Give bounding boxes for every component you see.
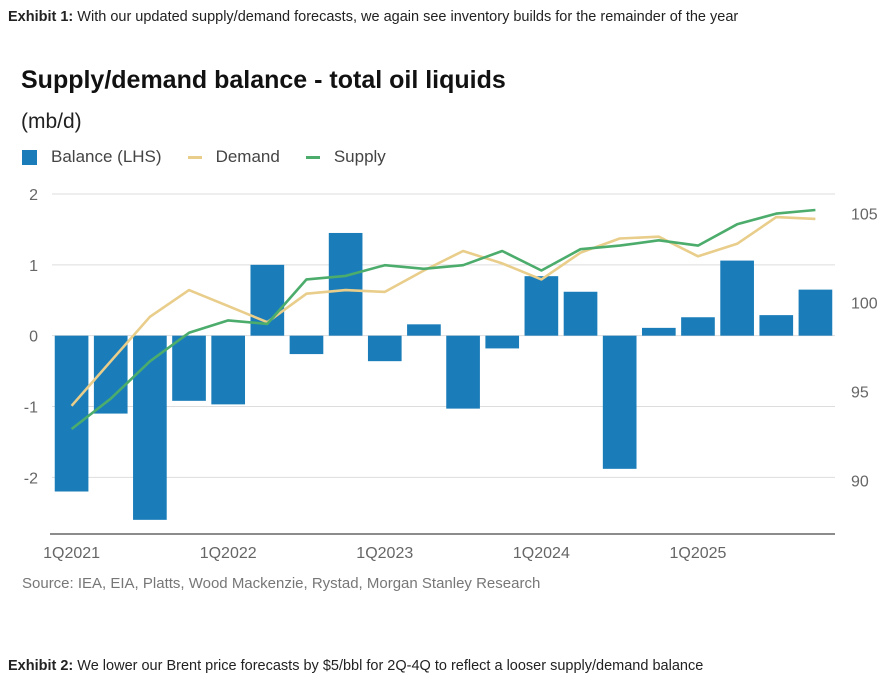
balance-bar xyxy=(446,335,480,409)
balance-bar xyxy=(720,260,754,336)
left-axis-tick-label: 2 xyxy=(29,187,38,204)
balance-bar xyxy=(328,232,363,336)
demand-line xyxy=(70,215,816,407)
exhibit-1-caption: Exhibit 1: With our updated supply/deman… xyxy=(8,9,738,25)
exhibit-2-text: We lower our Brent price forecasts by $5… xyxy=(73,658,704,674)
balance-bar xyxy=(641,327,676,336)
balance-bar xyxy=(524,276,559,336)
balance-bar xyxy=(563,291,598,336)
x-axis-tick-label: 1Q2021 xyxy=(43,545,100,562)
x-axis-tick-label: 1Q2022 xyxy=(200,545,257,562)
left-axis-tick-label: 1 xyxy=(29,258,38,275)
legend-label-supply: Supply xyxy=(333,147,386,166)
exhibit-2-caption: Exhibit 2: We lower our Brent price fore… xyxy=(8,658,703,674)
balance-bar xyxy=(407,324,441,336)
balance-bar xyxy=(485,335,520,349)
x-axis-tick-label: 1Q2024 xyxy=(513,545,570,562)
right-axis-tick-label: 105 xyxy=(851,207,878,224)
balance-bar xyxy=(172,335,206,401)
x-axis-tick-label: 1Q2023 xyxy=(356,545,413,562)
legend-label-balance: Balance (LHS) xyxy=(51,147,162,166)
legend-item-demand: Demand xyxy=(187,147,280,167)
x-axis-tick-label: 1Q2025 xyxy=(670,545,727,562)
right-axis-tick-label: 90 xyxy=(851,474,869,491)
balance-bar xyxy=(681,317,715,336)
balance-bar xyxy=(367,335,402,362)
right-axis-tick-label: 95 xyxy=(851,385,869,402)
balance-bar xyxy=(602,335,637,469)
exhibit-2-label: Exhibit 2: xyxy=(8,658,74,674)
legend-item-balance: Balance (LHS) xyxy=(22,147,162,167)
balance-bar xyxy=(211,335,246,405)
exhibit-1-text: With our updated supply/demand forecasts… xyxy=(73,9,739,25)
legend-swatch-balance xyxy=(22,149,37,165)
source-note: Source: IEA, EIA, Platts, Wood Mackenzie… xyxy=(22,575,541,592)
balance-bar xyxy=(759,315,794,336)
left-axis-tick-label: 0 xyxy=(29,329,38,346)
legend-swatch-supply xyxy=(305,155,320,159)
right-axis-tick-label: 100 xyxy=(851,296,878,313)
left-axis-tick-label: -1 xyxy=(24,400,38,417)
chart-unit: (mb/d) xyxy=(21,110,82,133)
exhibit-1-label: Exhibit 1: xyxy=(8,9,74,25)
legend-label-demand: Demand xyxy=(215,147,280,166)
left-axis-tick-label: -2 xyxy=(24,470,38,487)
balance-bar xyxy=(289,335,324,355)
balance-bar xyxy=(798,289,833,336)
supply-line xyxy=(70,208,816,431)
chart-legend: Balance (LHS) Demand Supply xyxy=(22,146,412,168)
chart-title: Supply/demand balance - total oil liquid… xyxy=(21,66,506,94)
balance-bar xyxy=(54,335,89,492)
legend-swatch-demand xyxy=(187,155,202,159)
balance-bar xyxy=(133,335,167,520)
legend-item-supply: Supply xyxy=(305,147,386,167)
